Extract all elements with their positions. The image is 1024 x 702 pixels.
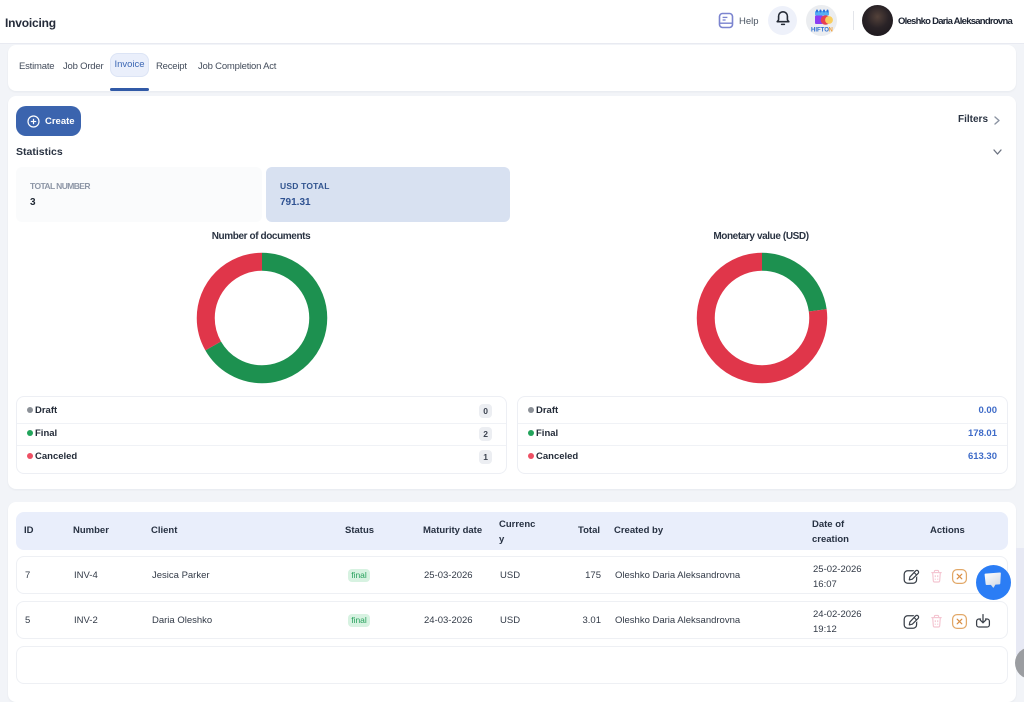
svg-text:N: N: [829, 28, 833, 34]
svg-text:HIFTO: HIFTO: [811, 28, 829, 34]
